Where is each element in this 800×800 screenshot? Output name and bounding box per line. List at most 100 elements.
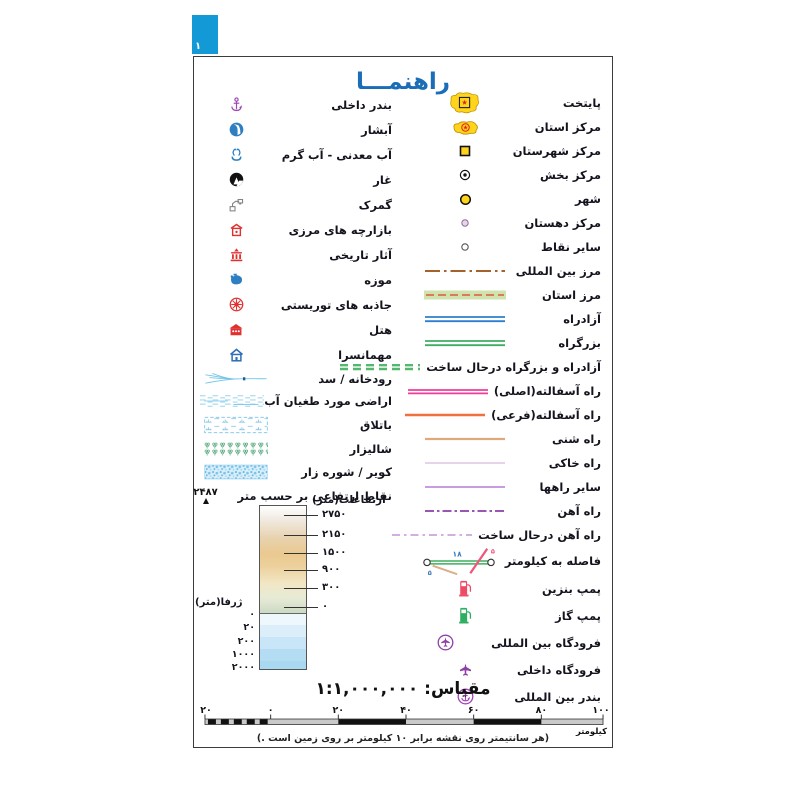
waterfall-icon <box>229 122 243 137</box>
scale-label: مقیاس: <box>424 679 491 699</box>
international-airport-icon <box>437 634 454 651</box>
domestic-airport-symbol <box>419 663 511 676</box>
legend-row-waterfall: آبشار <box>204 117 394 142</box>
svg-text:۱۰۰: ۱۰۰ <box>592 705 609 716</box>
elevation-tick-label: ۹۰۰ <box>322 564 341 575</box>
dirt-road-symbol <box>419 459 511 467</box>
legend-row-historical-monuments: آثار تاریخی <box>204 242 394 267</box>
elevation-tick-line <box>284 553 318 555</box>
legend-row-other-roads: سایر راهها <box>419 475 601 499</box>
under-construction-symbol <box>334 362 426 372</box>
city-symbol <box>419 193 511 206</box>
other-points-symbol <box>419 242 511 252</box>
legend-column-right: پایتخت مرکز استان مرکز شهرستان <box>340 91 601 710</box>
distance-km-icon: ۱۸ ۵ ۵ <box>423 547 495 577</box>
desert-salt-marsh-symbol <box>204 461 268 483</box>
scale-note: (هر سانتیمتر روی نقشه برابر ۱۰ کیلومتر ب… <box>256 733 550 744</box>
legend-row-asphalt-secondary: راه آسفالته(فرعی) <box>405 403 601 427</box>
international-port-symbol <box>419 688 511 705</box>
province-center-symbol <box>419 119 511 135</box>
spot-height-symbol: ۲۴۸۷ <box>174 488 238 504</box>
legend-row-international-port: بندر بین المللی <box>419 683 601 710</box>
asphalt-main-line <box>407 388 488 394</box>
legend-row-district-center: مرکز بخش <box>419 163 601 187</box>
elevation-land-gradient <box>260 506 306 614</box>
gas-pump-icon <box>459 607 472 624</box>
page-number-tab: ۱ <box>192 15 218 54</box>
legend-row-province-border: مرز استان <box>419 283 601 307</box>
legend-row-petrol-station: پمپ بنزین <box>419 575 601 602</box>
legend-row-desert-salt-marsh: کویر / شوره زار <box>204 460 394 484</box>
legend-row-railway: راه آهن <box>419 499 601 523</box>
capital-icon <box>450 92 479 114</box>
museum-symbol <box>204 273 268 286</box>
river-icon <box>205 372 267 384</box>
svg-text:۰: ۰ <box>268 705 274 716</box>
highway-line <box>425 340 505 347</box>
legend-row-city: شهر <box>419 187 601 211</box>
under-construction-line <box>340 364 421 371</box>
province-border-symbol <box>419 289 511 301</box>
domestic-port-symbol <box>204 97 268 112</box>
legend-column-left: بندر داخلی آبشار <box>193 92 394 508</box>
depth-tick-label: ۲۰۰۰ <box>231 662 255 673</box>
petrol-station-symbol <box>419 580 511 597</box>
gravel-road-line <box>425 437 505 441</box>
elevation-tick-label: ۳۰۰ <box>322 582 341 593</box>
asphalt-secondary-symbol <box>399 411 491 419</box>
legend-row-gas-station: پمپ گاز <box>419 602 601 629</box>
flood-lands-pattern <box>200 394 265 408</box>
legend-row-highway: بزرگراه <box>419 331 601 355</box>
legend-row-freeway: آزادراه <box>419 307 601 331</box>
legend-row-railway-under-construction: راه آهن درحال ساخت <box>392 523 601 547</box>
railway-line <box>425 510 505 512</box>
legend-row-cave: غار <box>204 167 394 192</box>
spot-height-value: ۲۴۸۷ <box>193 487 218 498</box>
rice-paddy-pattern <box>204 442 268 456</box>
other-roads-line <box>425 486 505 488</box>
legend-row-rural-district-center: مرکز دهستان <box>419 211 601 235</box>
elevation-tick-line <box>284 607 318 609</box>
page-title: راهنمـــا <box>355 69 451 95</box>
highway-symbol <box>419 338 511 348</box>
legend-row-international-border: مرز بین المللی <box>419 259 601 283</box>
legend-row-asphalt-main: راه آسفالته(اصلی) <box>407 379 601 403</box>
freeway-line <box>425 316 505 323</box>
petrol-pump-icon <box>459 580 472 597</box>
legend-row-swamp: باتلاق <box>204 412 394 438</box>
other-roads-symbol <box>419 483 511 491</box>
svg-text:۲۰: ۲۰ <box>333 705 345 716</box>
legend-row-domestic-airport: فرودگاه داخلی <box>419 656 601 683</box>
svg-text:۶۰: ۶۰ <box>468 705 480 716</box>
scale-bar: ۲۰ ۰ ۲۰ ۴۰ ۶۰ ۸۰ ۱۰۰ <box>199 705 609 737</box>
historical-monuments-symbol <box>204 247 268 262</box>
legend-row-domestic-port: بندر داخلی <box>204 92 394 117</box>
elevation-tick-line <box>284 535 318 537</box>
gravel-road-symbol <box>419 435 511 443</box>
customs-stamp-icon <box>229 198 243 212</box>
legend-row-capital: پایتخت <box>419 91 601 115</box>
cave-symbol <box>204 172 268 187</box>
legend-row-customs: گمرک <box>204 192 394 217</box>
rice-paddy-symbol <box>204 439 268 459</box>
guesthouse-icon <box>229 347 243 362</box>
gas-station-symbol <box>419 607 511 624</box>
railway-symbol <box>419 507 511 515</box>
svg-text:۸۰: ۸۰ <box>536 705 548 716</box>
guesthouse-symbol <box>204 347 268 362</box>
legend-row-hotel: هتل <box>204 317 394 342</box>
rural-district-center-icon <box>461 219 469 227</box>
elevation-scale: ارتفاعات(متر) ۲۷۵۰ ۲۱۵۰ ۱۵۰۰ ۹۰۰ ۳۰۰ ۰ ژ… <box>195 494 389 679</box>
depth-label: ژرفا(متر) <box>195 597 243 608</box>
distance-km-symbol: ۱۸ ۵ ۵ <box>413 545 505 577</box>
district-center-symbol <box>419 169 511 181</box>
tourist-attraction-icon <box>229 297 243 312</box>
elevation-tick-line <box>284 515 318 517</box>
museum-vessel-icon <box>230 273 243 285</box>
province-center-icon <box>452 121 478 135</box>
svg-text:۱۸: ۱۸ <box>452 549 462 558</box>
elevation-tick-label: ۲۱۵۰ <box>322 529 347 540</box>
hotel-symbol <box>204 323 268 336</box>
international-border-line <box>425 270 505 272</box>
mineral-hot-water-symbol <box>204 147 268 162</box>
